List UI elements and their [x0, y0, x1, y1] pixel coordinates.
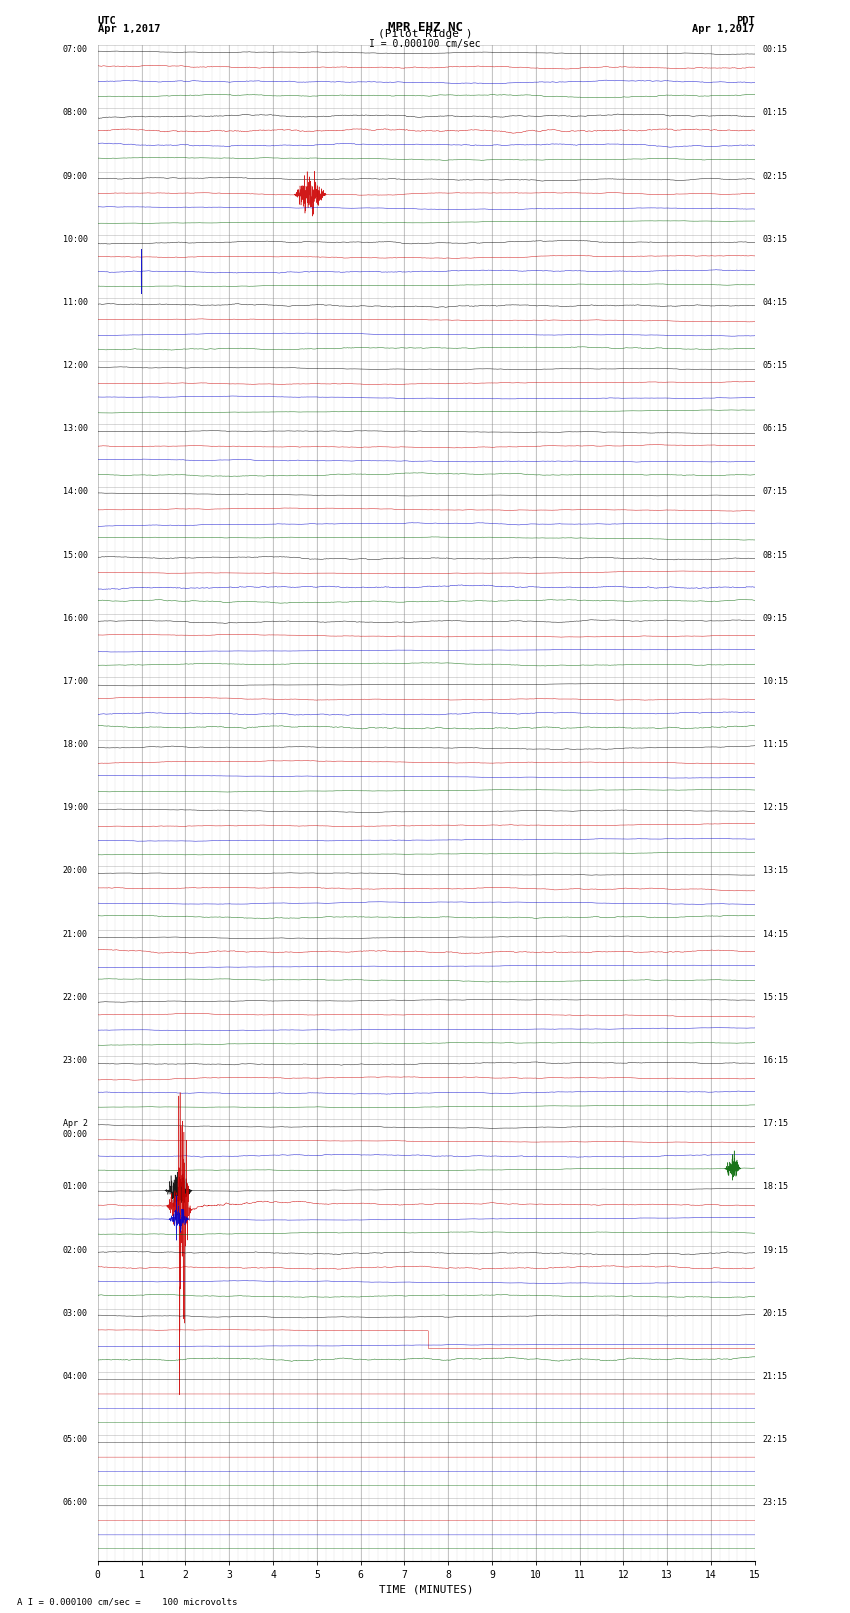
- Text: 15:15: 15:15: [762, 994, 788, 1002]
- Text: UTC: UTC: [98, 16, 116, 26]
- Text: 19:15: 19:15: [762, 1245, 788, 1255]
- Text: 16:00: 16:00: [63, 615, 88, 623]
- Text: 21:00: 21:00: [63, 929, 88, 939]
- Text: 04:15: 04:15: [762, 298, 788, 306]
- Text: 02:15: 02:15: [762, 171, 788, 181]
- Text: 22:15: 22:15: [762, 1436, 788, 1444]
- Text: 23:15: 23:15: [762, 1498, 788, 1507]
- Text: 08:00: 08:00: [63, 108, 88, 118]
- Text: 15:00: 15:00: [63, 550, 88, 560]
- Text: 13:00: 13:00: [63, 424, 88, 434]
- X-axis label: TIME (MINUTES): TIME (MINUTES): [379, 1584, 473, 1595]
- Text: Apr 2
00:00: Apr 2 00:00: [63, 1119, 88, 1139]
- Text: 04:00: 04:00: [63, 1371, 88, 1381]
- Text: (Pilot Ridge ): (Pilot Ridge ): [377, 29, 473, 39]
- Text: 18:15: 18:15: [762, 1182, 788, 1192]
- Text: 07:15: 07:15: [762, 487, 788, 497]
- Text: 01:00: 01:00: [63, 1182, 88, 1192]
- Text: 05:00: 05:00: [63, 1436, 88, 1444]
- Text: 02:00: 02:00: [63, 1245, 88, 1255]
- Text: 09:15: 09:15: [762, 615, 788, 623]
- Text: A I = 0.000100 cm/sec =    100 microvolts: A I = 0.000100 cm/sec = 100 microvolts: [17, 1597, 237, 1607]
- Text: 06:00: 06:00: [63, 1498, 88, 1507]
- Text: 18:00: 18:00: [63, 740, 88, 748]
- Text: 09:00: 09:00: [63, 171, 88, 181]
- Text: 13:15: 13:15: [762, 866, 788, 876]
- Text: 23:00: 23:00: [63, 1057, 88, 1065]
- Text: Apr 1,2017: Apr 1,2017: [98, 24, 161, 34]
- Text: 12:15: 12:15: [762, 803, 788, 813]
- Text: 12:00: 12:00: [63, 361, 88, 369]
- Text: 17:15: 17:15: [762, 1119, 788, 1127]
- Text: 03:00: 03:00: [63, 1308, 88, 1318]
- Text: 20:15: 20:15: [762, 1308, 788, 1318]
- Text: I = 0.000100 cm/sec: I = 0.000100 cm/sec: [369, 39, 481, 48]
- Text: 11:15: 11:15: [762, 740, 788, 748]
- Text: 07:00: 07:00: [63, 45, 88, 55]
- Text: 10:00: 10:00: [63, 235, 88, 244]
- Text: Apr 1,2017: Apr 1,2017: [692, 24, 755, 34]
- Text: 22:00: 22:00: [63, 994, 88, 1002]
- Text: 05:15: 05:15: [762, 361, 788, 369]
- Text: 11:00: 11:00: [63, 298, 88, 306]
- Text: PDT: PDT: [736, 16, 755, 26]
- Text: 00:15: 00:15: [762, 45, 788, 55]
- Text: 16:15: 16:15: [762, 1057, 788, 1065]
- Text: 06:15: 06:15: [762, 424, 788, 434]
- Text: 01:15: 01:15: [762, 108, 788, 118]
- Text: 19:00: 19:00: [63, 803, 88, 813]
- Text: 14:00: 14:00: [63, 487, 88, 497]
- Text: 03:15: 03:15: [762, 235, 788, 244]
- Text: 10:15: 10:15: [762, 677, 788, 686]
- Text: 21:15: 21:15: [762, 1371, 788, 1381]
- Text: 14:15: 14:15: [762, 929, 788, 939]
- Text: 17:00: 17:00: [63, 677, 88, 686]
- Text: 20:00: 20:00: [63, 866, 88, 876]
- Text: 08:15: 08:15: [762, 550, 788, 560]
- Text: MPR EHZ NC: MPR EHZ NC: [388, 21, 462, 34]
